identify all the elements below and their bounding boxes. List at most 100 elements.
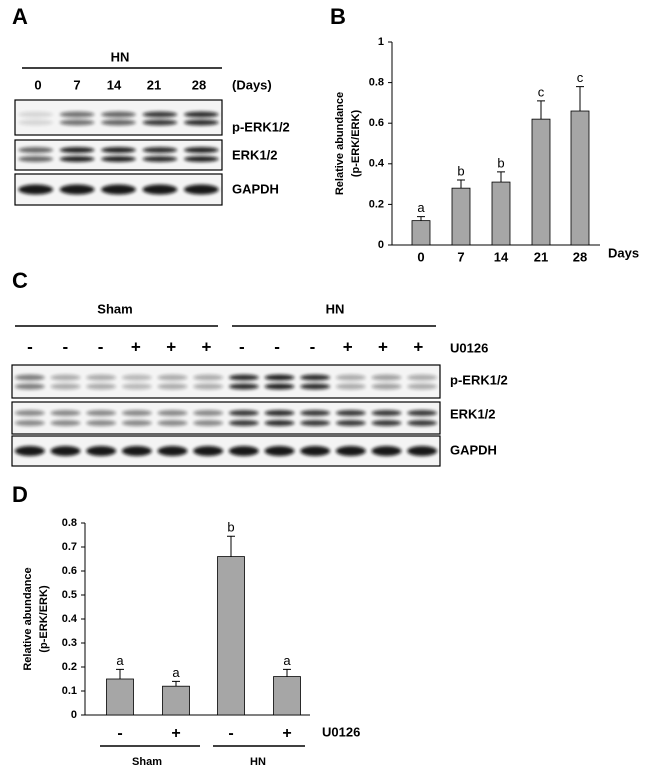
x-tick-label: - — [228, 725, 233, 742]
y-tick-label: 1 — [378, 36, 384, 48]
significance-letter: a — [283, 653, 291, 668]
row-label: p-ERK1/2 — [450, 372, 508, 387]
treatment-sign: + — [166, 337, 176, 356]
x-tick-label: + — [171, 725, 180, 742]
x-axis-label: Days — [608, 245, 639, 260]
blot-band — [86, 374, 117, 381]
blot-band — [193, 410, 224, 416]
x-tick-label: 28 — [573, 249, 587, 264]
row-label: GAPDH — [232, 181, 279, 196]
blot-band — [371, 374, 402, 381]
y-tick-label: 0.6 — [62, 565, 77, 577]
blot-band — [86, 446, 117, 456]
blot-band — [59, 147, 95, 153]
blot-band — [14, 410, 45, 416]
blot-band — [183, 156, 219, 162]
blot-band — [142, 111, 178, 118]
blot-band — [50, 410, 81, 416]
blot-band — [183, 119, 219, 126]
blot-band — [228, 374, 259, 381]
blot-band — [300, 446, 331, 456]
blot-band — [59, 156, 95, 162]
blot-band — [50, 383, 81, 390]
blot-band — [335, 420, 366, 426]
blot-band — [121, 374, 152, 381]
lane-label: 28 — [192, 77, 206, 92]
bar — [162, 685, 190, 716]
x-axis-label: U0126 — [322, 724, 360, 739]
blot-band — [183, 184, 219, 195]
lane-label: 0 — [34, 77, 41, 92]
blot-band — [335, 374, 366, 381]
panel-letter: B — [330, 4, 346, 29]
error-bar — [537, 100, 545, 120]
blot-band — [157, 410, 188, 416]
group-label: HN — [111, 49, 130, 64]
y-tick-label: 0.7 — [62, 541, 77, 553]
group-label: Sham — [132, 756, 162, 768]
blot-band — [14, 374, 45, 381]
blot-band — [14, 383, 45, 390]
bar — [531, 118, 551, 246]
blot-band — [407, 420, 438, 426]
blot-band — [14, 420, 45, 426]
blot-band — [59, 184, 95, 195]
blot-band — [50, 420, 81, 426]
row-label: ERK1/2 — [232, 147, 278, 162]
blot-band — [335, 383, 366, 390]
y-axis-label: Relative abundance — [334, 92, 346, 195]
significance-letter: b — [497, 155, 504, 170]
blot-band — [407, 446, 438, 456]
blot-band — [18, 111, 54, 118]
x-tick-label: 21 — [534, 249, 548, 264]
blot-band — [193, 420, 224, 426]
x-tick-label: + — [282, 725, 291, 742]
x-tick-label: 0 — [417, 249, 424, 264]
blot-band — [300, 420, 331, 426]
blot-band — [101, 147, 136, 153]
blot-band — [18, 147, 54, 153]
bar — [491, 181, 511, 246]
bar — [217, 556, 245, 716]
blot-band — [86, 410, 117, 416]
y-tick-label: 0.3 — [62, 637, 77, 649]
y-axis-label: (p-ERK/ERK) — [350, 110, 362, 178]
significance-letter: c — [577, 70, 584, 85]
group-label: HN — [326, 301, 345, 316]
x-tick-label: - — [117, 725, 122, 742]
error-bar — [283, 668, 291, 677]
row-label: ERK1/2 — [450, 406, 496, 421]
significance-letter: a — [172, 665, 180, 680]
y-tick-label: 0.4 — [369, 158, 385, 170]
blot-frame — [11, 401, 441, 435]
blot-band — [142, 156, 178, 162]
y-tick-label: 0.8 — [62, 517, 77, 529]
y-tick-label: 0.4 — [62, 613, 78, 625]
significance-letter: b — [457, 163, 464, 178]
blot-band — [157, 446, 188, 456]
treatment-sign: + — [378, 337, 388, 356]
blot-band — [18, 184, 54, 195]
blot-band — [264, 383, 295, 390]
significance-letter: a — [417, 200, 425, 215]
blot-band — [86, 383, 117, 390]
bar — [106, 678, 134, 716]
blot-band — [14, 446, 45, 456]
y-tick-label: 0.1 — [62, 685, 77, 697]
blot-band — [264, 420, 295, 426]
error-bar — [417, 216, 425, 221]
bar — [411, 220, 431, 246]
blot-band — [300, 374, 331, 381]
blot-band — [228, 383, 259, 390]
blot-band — [101, 156, 136, 162]
blot-band — [59, 119, 95, 126]
blot-band — [157, 420, 188, 426]
bar — [273, 676, 301, 716]
x-tick-label: 14 — [494, 249, 509, 264]
panel-letter: D — [12, 482, 28, 507]
y-axis-label: Relative abundance — [22, 567, 34, 670]
blot-band — [142, 184, 178, 195]
blot-band — [228, 410, 259, 416]
treatment-sign: - — [62, 337, 68, 356]
